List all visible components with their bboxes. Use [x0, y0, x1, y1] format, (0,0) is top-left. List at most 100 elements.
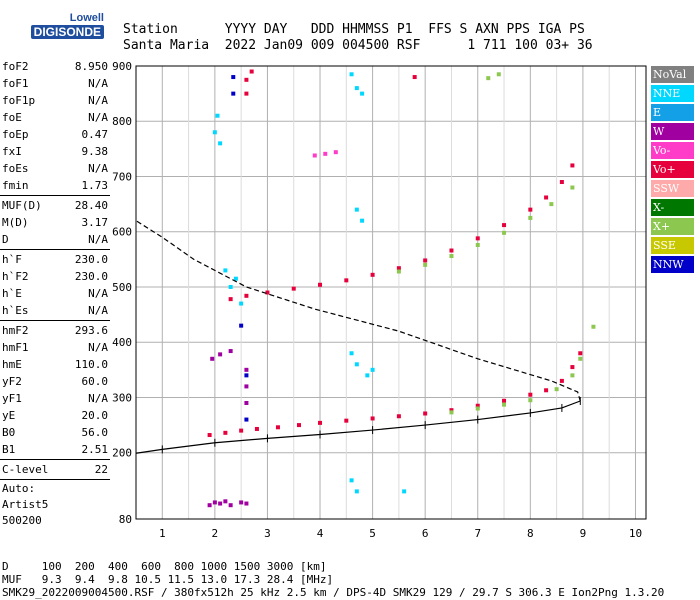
auto-scaling-text: 500200: [2, 514, 42, 527]
echo-point-x-: [449, 410, 454, 415]
echo-point-x-: [591, 324, 596, 329]
echo-point-nne: [349, 351, 354, 356]
param-name: h`F: [2, 253, 22, 266]
echo-point-nne: [349, 478, 354, 483]
echo-point-nne: [354, 86, 359, 91]
y-tick-label: 500: [112, 281, 132, 294]
x-tick-label: 7: [474, 527, 481, 540]
legend-item-nne: NNE: [651, 85, 694, 102]
y-tick-label: 200: [112, 447, 132, 460]
echo-point-vo-: [544, 388, 549, 393]
echo-point-w: [228, 503, 233, 508]
param-separator: [0, 195, 110, 196]
param-value: 56.0: [81, 426, 109, 439]
param-name: D: [2, 233, 9, 246]
y-tick-label: 300: [112, 391, 132, 404]
legend-item-noval: NoVal: [651, 66, 694, 83]
param-value: 20.0: [81, 409, 109, 422]
echo-point-w: [218, 501, 223, 506]
echo-point-x-: [554, 387, 559, 392]
echo-point-vo-: [559, 378, 564, 383]
echo-point-vo-: [396, 266, 401, 271]
echo-point-nne: [215, 113, 220, 118]
echo-point-vo-: [333, 150, 338, 155]
echo-point-x-: [475, 242, 480, 247]
legend-item-sse: SSE: [651, 237, 694, 254]
param-name: B0: [2, 426, 16, 439]
echo-point-vo-: [296, 423, 301, 428]
param-value: 230.0: [74, 253, 108, 266]
echo-point-vo-: [291, 286, 296, 291]
echo-point-x-: [528, 398, 533, 403]
param-row: M(D) 3.17: [0, 214, 110, 231]
echo-point-vo-: [265, 290, 270, 295]
y-tick-label: 400: [112, 336, 132, 349]
echo-point-x-: [496, 72, 501, 77]
echo-point-vo-: [502, 398, 507, 403]
param-row: yF2 60.0: [0, 373, 110, 390]
echo-point-vo-: [223, 430, 228, 435]
echo-point-x-: [396, 269, 401, 274]
echo-point-vo-: [528, 207, 533, 212]
param-row: hmF2 293.6: [0, 322, 110, 339]
param-name: M(D): [2, 216, 29, 229]
param-row: yE 20.0: [0, 407, 110, 424]
param-value: 230.0: [74, 270, 108, 283]
param-value: N/A: [88, 77, 108, 90]
param-name: foEp: [2, 128, 29, 141]
echo-point-w: [239, 500, 244, 505]
param-value: 22: [94, 463, 108, 476]
echo-point-x-: [449, 254, 454, 259]
param-name: h`E: [2, 287, 22, 300]
param-name: foF2: [2, 60, 29, 73]
param-value: 110.0: [74, 358, 108, 371]
param-name: fmin: [2, 179, 29, 192]
param-value: 2.51: [81, 443, 109, 456]
param-name: fxI: [2, 145, 22, 158]
x-tick-label: 5: [369, 527, 376, 540]
param-row: foEp 0.47: [0, 126, 110, 143]
param-name: MUF(D): [2, 199, 42, 212]
param-name: foF1: [2, 77, 29, 90]
echo-point-vo-: [254, 426, 259, 431]
param-row: h`F 230.0: [0, 251, 110, 268]
echo-point-nne: [233, 276, 238, 281]
echo-point-nne: [354, 489, 359, 494]
param-row: foEs N/A: [0, 160, 110, 177]
param-value: 1.73: [81, 179, 109, 192]
echo-point-w: [210, 356, 215, 361]
echo-point-vo-: [228, 297, 233, 302]
param-value: N/A: [88, 162, 108, 175]
param-value: 9.38: [81, 145, 109, 158]
auto-scaling-text: Auto:: [2, 482, 36, 495]
param-row: h`F2 230.0: [0, 268, 110, 285]
y-tick-label: 700: [112, 170, 132, 183]
echo-point-vo-: [318, 282, 323, 287]
y-tick-label: 900: [112, 60, 132, 73]
echo-point-nnw: [239, 323, 244, 328]
echo-point-vo-: [570, 365, 575, 370]
echo-point-nne: [223, 268, 228, 273]
footer-muf-row: MUF 9.3 9.4 9.8 10.5 11.5 13.0 17.3 28.4…: [2, 573, 334, 586]
parameter-panel: foF2 8.950 foF1 N/A foF1p N/A foE N/A foEp 0.47 fx…: [0, 58, 110, 529]
echo-point-nne: [365, 373, 370, 378]
param-separator: [0, 479, 110, 480]
legend-item-x-: X-: [651, 199, 694, 216]
echo-point-vo-: [244, 293, 249, 298]
echo-point-vo-: [423, 258, 428, 263]
echo-point-nne: [360, 218, 365, 223]
param-row: fxI 9.38: [0, 143, 110, 160]
x-tick-label: 3: [264, 527, 271, 540]
echo-point-nnw: [244, 417, 249, 422]
x-tick-label: 10: [629, 527, 642, 540]
echo-point-w: [244, 367, 249, 372]
param-name: hmF1: [2, 341, 29, 354]
echo-point-vo-: [370, 272, 375, 277]
echo-point-vo-: [412, 75, 417, 80]
logo-line-digisonde: DIGISONDE: [30, 25, 104, 39]
y-tick-label: 80: [119, 513, 132, 526]
y-tick-label: 600: [112, 226, 132, 239]
legend-item-nnw: NNW: [651, 256, 694, 273]
echo-point-x-: [423, 262, 428, 267]
echo-point-nne: [360, 91, 365, 96]
